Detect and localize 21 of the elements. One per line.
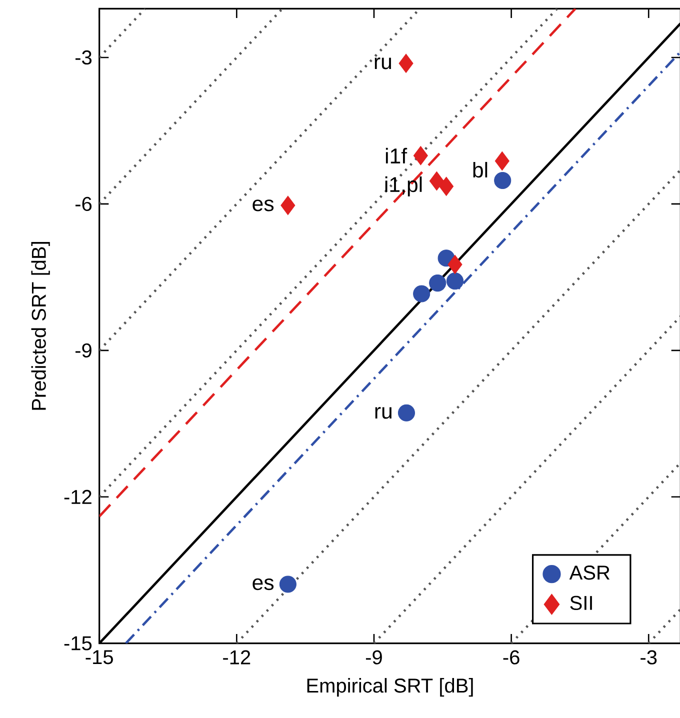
legend-label: ASR [569,566,610,580]
x-tick-label: -15 [86,650,113,664]
annotation: es [252,200,274,212]
annotation: bl [473,162,488,178]
annotation: i1,pl [385,176,422,196]
y-axis-title: Predicted SRT [dB] [31,242,50,410]
y-tick-label: -12 [64,490,92,504]
legend-label: SII [570,596,592,610]
y-tick-label: -9 [75,343,92,358]
annotation: i1f [386,148,408,164]
annotation: ru [375,407,392,419]
annotation: es [252,578,274,590]
y-tick-label: -3 [75,50,92,65]
x-tick-label: -6 [503,650,520,664]
y-tick-label: -6 [75,196,92,212]
y-tick-label: -15 [64,636,92,650]
x-tick-label: -12 [223,650,250,664]
annotation: ru [374,58,392,70]
x-tick-label: -3 [640,650,657,664]
x-tick-label: -9 [366,650,382,664]
x-axis-title: Empirical SRT [dB] [307,678,473,697]
